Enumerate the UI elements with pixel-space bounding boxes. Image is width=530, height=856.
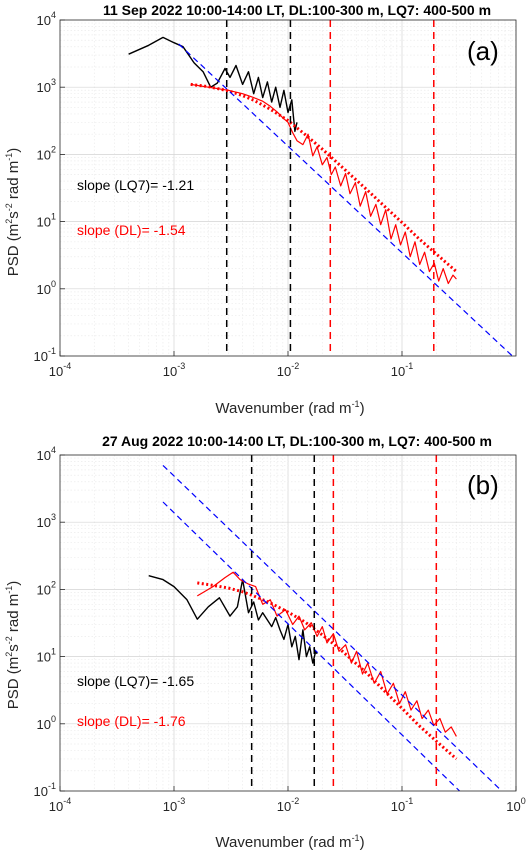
y-tick-label: 102	[37, 579, 56, 597]
x-tick-label: 10-2	[277, 796, 299, 814]
x-tick-label: 10-3	[163, 796, 185, 814]
panel-a: 11 Sep 2022 10:00-14:00 LT, DL:100-300 m…	[4, 2, 517, 417]
annotation-slope-dl: slope (DL)= -1.76	[77, 713, 186, 729]
y-tick-labels: 10-1 100 101 102 103 104	[34, 445, 65, 799]
x-axis-label: Wavenumber (rad m-1)	[215, 399, 364, 417]
x-tick-label: 10-1	[391, 796, 413, 814]
annotation-slope-lq7: slope (LQ7)= -1.65	[77, 673, 194, 689]
x-tick-labels: 10-4 10-3 10-2 10-1	[49, 351, 413, 379]
panel-b: 27 Aug 2022 10:00-14:00 LT, DL:100-300 m…	[4, 433, 526, 851]
x-tick-label: 10-2	[277, 361, 299, 379]
x-tick-labels: 10-4 10-3 10-2 10-1 100	[49, 786, 526, 814]
y-axis-label: PSD (m2s-2 rad m-1)	[4, 148, 22, 277]
y-tick-label: 101	[37, 212, 56, 230]
y-tick-labels: 10-1 100 101 102 103 104	[34, 10, 65, 364]
series-line-1	[190, 83, 457, 285]
panel-label: (b)	[467, 470, 499, 500]
y-tick-label: 100	[37, 714, 56, 732]
y-tick-label: 100	[37, 279, 56, 297]
chart-title: 27 Aug 2022 10:00-14:00 LT, DL:100-300 m…	[102, 433, 492, 449]
series-line-3	[178, 43, 513, 356]
x-tick-label: 10-1	[391, 361, 413, 379]
series-line-4	[162, 501, 461, 791]
x-tick-label: 10-4	[49, 796, 71, 814]
series-line-3	[162, 464, 503, 791]
chart-title: 11 Sep 2022 10:00-14:00 LT, DL:100-300 m…	[103, 2, 491, 18]
x-tick-label: 10-3	[163, 361, 185, 379]
x-tick-label: 100	[506, 796, 525, 814]
series-line-0	[148, 575, 318, 664]
vertical-markers	[250, 455, 438, 791]
y-tick-label: 10-1	[34, 346, 56, 364]
series-line-0	[128, 36, 298, 133]
y-tick-label: 103	[37, 512, 56, 530]
annotation-slope-lq7: slope (LQ7)= -1.21	[77, 177, 194, 193]
x-axis-label: Wavenumber (rad m-1)	[215, 833, 364, 851]
y-tick-label: 10-1	[34, 781, 56, 799]
y-tick-label: 103	[37, 77, 56, 95]
series-line-1	[196, 571, 457, 737]
series-line-2	[197, 581, 458, 761]
grid	[60, 20, 516, 356]
panel-label: (a)	[467, 36, 499, 66]
annotation-slope-dl: slope (DL)= -1.54	[77, 222, 186, 238]
y-tick-label: 102	[37, 144, 56, 162]
vertical-markers	[225, 20, 435, 356]
plot-marks	[128, 36, 513, 356]
y-axis-label: PSD (m2s-2 rad m-1)	[4, 581, 22, 710]
plot-marks	[148, 464, 503, 791]
y-tick-label: 104	[37, 445, 56, 463]
series-line-2	[190, 82, 458, 273]
y-tick-label: 101	[37, 647, 56, 665]
y-tick-label: 104	[37, 10, 56, 28]
x-tick-label: 10-4	[49, 361, 71, 379]
